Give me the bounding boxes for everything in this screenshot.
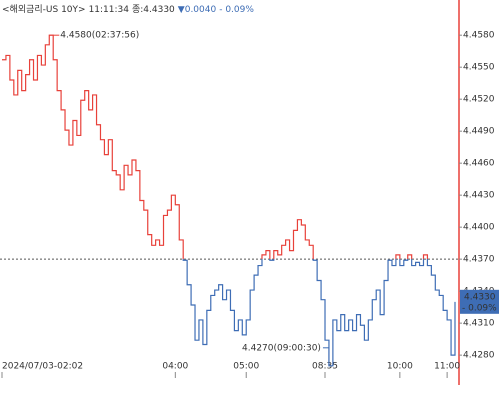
current-label: 4.4330: [464, 292, 496, 302]
y-tick-label: 4.4370: [463, 255, 495, 265]
x-tick-label: 04:00: [162, 362, 188, 372]
y-tick-label: 4.4430: [463, 191, 495, 201]
y-tick-label: 4.4520: [463, 95, 495, 105]
current-box: [460, 289, 499, 314]
y-tick-label: 4.4550: [463, 63, 495, 73]
x-tick-label: 08:35: [312, 362, 338, 372]
y-tick-label: 4.4400: [463, 223, 495, 233]
x-tick-label: 2024/07/03-02:02: [2, 362, 83, 372]
header-change: ▼0.0040: [178, 5, 217, 15]
x-tick-label: 10:00: [387, 362, 413, 372]
current-change-label: - 0.09%: [462, 303, 497, 313]
min-label: 4.4270(09:00:30): [242, 343, 321, 353]
y-tick-label: 4.4460: [463, 159, 495, 169]
header: <해외금리-US 10Y> 11:11:34 종:4.4330 ▼0.0040- 0.…: [2, 3, 254, 15]
x-tick-label: 11:00: [434, 362, 460, 372]
price-line: [2, 34, 456, 367]
y-tick-label: 4.4580: [463, 31, 495, 41]
y-tick-label: 4.4280: [463, 351, 495, 361]
y-tick-label: 4.4310: [463, 319, 495, 329]
x-tick-label: 05:00: [233, 362, 259, 372]
header-time: 11:11:34: [89, 5, 130, 15]
y-tick-label: 4.4490: [463, 127, 495, 137]
header-title: <해외금리-US 10Y>: [2, 3, 86, 15]
max-label: 4.4580(02:37:56): [60, 31, 139, 41]
header-change-pct: - 0.09%: [219, 5, 254, 15]
header-close: 종:4.4330: [132, 4, 175, 15]
